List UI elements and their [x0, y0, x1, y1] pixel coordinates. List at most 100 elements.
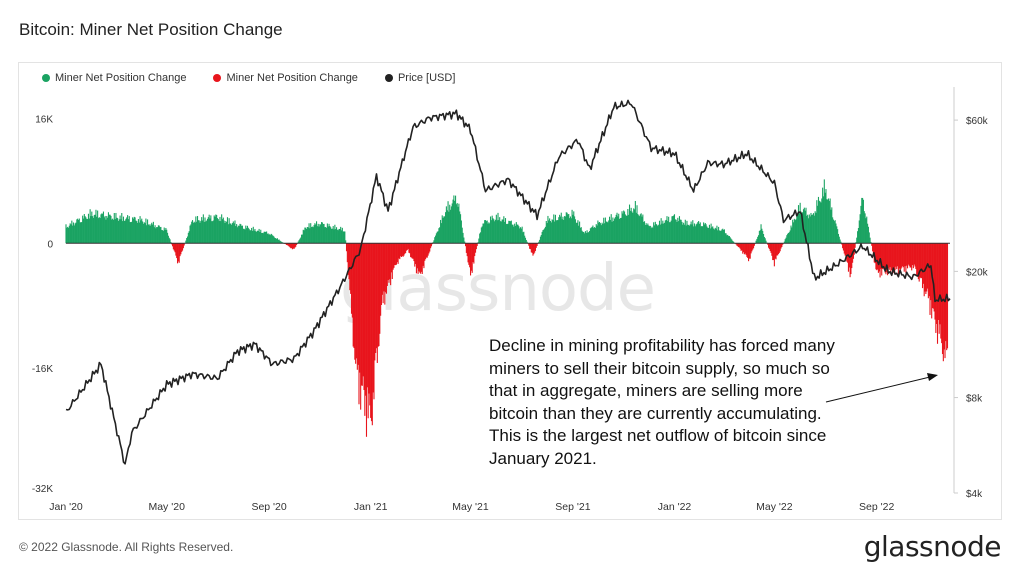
bar	[263, 231, 265, 244]
bar	[117, 220, 119, 244]
bar	[495, 214, 497, 244]
bar	[243, 228, 245, 244]
bar	[420, 243, 422, 272]
bar	[519, 228, 521, 244]
bar	[532, 243, 534, 256]
bar	[335, 227, 338, 244]
bar	[457, 206, 459, 244]
bar	[587, 232, 589, 244]
bar	[413, 243, 415, 262]
bar	[249, 230, 251, 244]
bar	[846, 243, 848, 262]
bar	[686, 220, 688, 244]
bar	[756, 238, 758, 244]
bar	[665, 219, 667, 244]
bar	[641, 216, 643, 244]
bar	[250, 230, 252, 244]
bar	[904, 243, 906, 267]
bar	[216, 214, 218, 244]
bar	[459, 211, 461, 244]
bar	[229, 223, 231, 244]
bar	[822, 196, 825, 244]
bar	[236, 224, 238, 244]
bar	[916, 243, 919, 277]
bar	[304, 227, 306, 244]
bar	[201, 217, 203, 244]
bar	[824, 192, 826, 244]
legend-dot-price	[384, 74, 393, 82]
bar	[882, 243, 884, 269]
bar	[578, 225, 580, 244]
bar	[358, 243, 360, 405]
legend-item-positive[interactable]: Miner Net Position Change	[42, 72, 186, 84]
bar	[696, 223, 698, 244]
bar	[135, 220, 137, 244]
bar	[279, 240, 281, 244]
bar	[86, 218, 88, 244]
legend-item-negative[interactable]: Miner Net Position Change	[213, 72, 358, 84]
bar	[435, 233, 437, 244]
bar	[752, 243, 754, 250]
bar	[380, 243, 383, 306]
bar	[561, 219, 563, 244]
bar	[898, 243, 900, 269]
bar	[807, 218, 810, 244]
x-tick-label: May '22	[756, 501, 793, 513]
bar	[919, 243, 921, 278]
bar	[799, 202, 801, 244]
bar	[716, 225, 718, 244]
bar	[801, 212, 803, 244]
legend-item-price[interactable]: Price [USD]	[384, 72, 455, 84]
bar	[126, 217, 128, 244]
bar	[146, 225, 148, 244]
bar	[694, 226, 696, 244]
bar	[719, 230, 721, 244]
bar	[200, 220, 202, 244]
bar	[501, 219, 503, 244]
bar	[604, 223, 606, 244]
bar	[257, 230, 259, 244]
bar	[394, 243, 396, 266]
bar	[676, 221, 678, 244]
bar	[444, 216, 446, 244]
bar	[82, 215, 84, 244]
bar	[417, 243, 419, 274]
bar	[123, 220, 125, 244]
bar	[911, 243, 913, 271]
bar	[832, 219, 835, 244]
bar	[876, 243, 878, 271]
bar	[103, 217, 105, 244]
bar	[643, 221, 645, 244]
bar	[502, 219, 504, 244]
bar	[356, 243, 358, 370]
bar	[164, 229, 166, 244]
bar	[556, 220, 558, 244]
bar	[513, 226, 515, 244]
bar	[438, 228, 440, 244]
bar	[384, 243, 386, 305]
bar	[638, 216, 641, 244]
bar	[815, 212, 817, 244]
bar	[564, 216, 566, 244]
bar	[867, 223, 869, 244]
bar	[675, 219, 677, 244]
bar	[287, 243, 289, 246]
bar	[520, 228, 522, 244]
bar	[859, 214, 861, 244]
bar	[120, 219, 122, 244]
bar	[147, 219, 149, 244]
bar	[828, 200, 830, 244]
bar	[176, 243, 178, 259]
bar	[560, 212, 562, 244]
bar	[845, 243, 847, 257]
chart-frame	[18, 62, 1002, 520]
bar	[136, 221, 138, 244]
bar	[442, 217, 444, 244]
bar	[227, 224, 229, 244]
bar	[316, 226, 318, 244]
bar	[749, 243, 751, 259]
bar	[911, 243, 914, 266]
price-line-layer	[65, 99, 951, 465]
bar	[410, 243, 412, 258]
bar	[518, 226, 520, 244]
